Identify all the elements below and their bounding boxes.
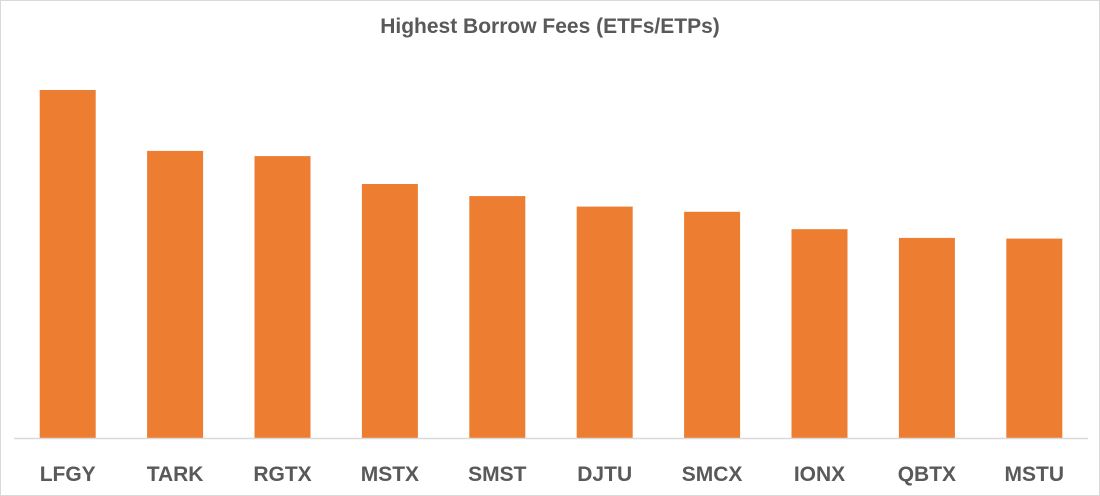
bar-djtu	[576, 206, 633, 438]
x-tick-label-smcx: SMCX	[682, 463, 743, 486]
bar-mstu	[1006, 238, 1063, 438]
x-tick-label-mstx: MSTX	[361, 463, 419, 486]
bar-tark	[147, 150, 204, 438]
bar-qbtx	[898, 237, 955, 438]
bar-ionx	[791, 229, 848, 438]
x-tick-label-tark: TARK	[147, 463, 204, 486]
x-tick-label-mstu: MSTU	[1005, 463, 1065, 486]
bar-mstx	[361, 184, 418, 438]
bar-rgtx	[254, 156, 311, 438]
x-tick-label-qbtx: QBTX	[898, 463, 956, 486]
chart-title: Highest Borrow Fees (ETFs/ETPs)	[380, 15, 720, 38]
x-tick-label-rgtx: RGTX	[253, 463, 311, 486]
x-tick-label-smst: SMST	[468, 463, 527, 486]
bars-group	[39, 90, 1063, 438]
bar-smcx	[684, 211, 741, 438]
x-tick-labels: LFGY TARK RGTX MSTX SMST DJTU SMCX IONX QBTX MSTU	[40, 463, 1064, 486]
bar-smst	[469, 196, 526, 438]
x-tick-label-djtu: DJTU	[577, 463, 632, 486]
bar-lfgy	[39, 90, 96, 438]
x-tick-label-lfgy: LFGY	[40, 463, 96, 486]
x-tick-label-ionx: IONX	[794, 463, 845, 486]
